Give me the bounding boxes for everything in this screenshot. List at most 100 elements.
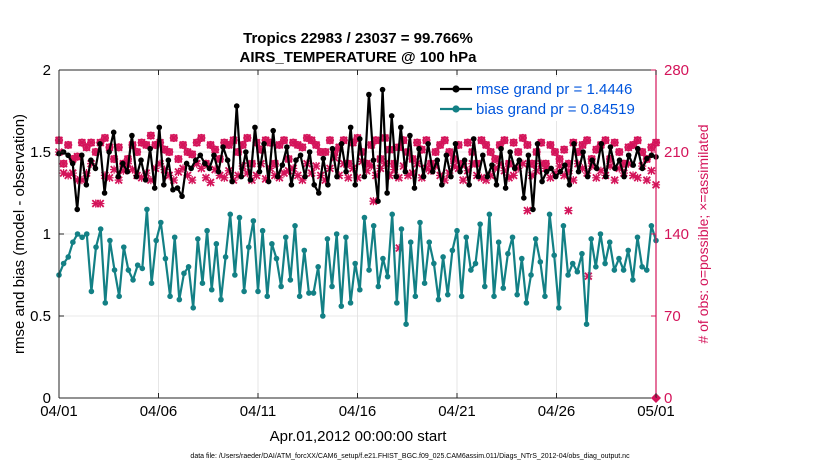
bias-point (144, 206, 150, 213)
rmse-point (425, 141, 431, 147)
x-tick-label: 05/01 (637, 403, 675, 420)
bias-point (523, 300, 530, 306)
bias-point (116, 293, 122, 300)
rmse-point (293, 157, 299, 163)
bias-point (588, 236, 595, 242)
bias-point (236, 214, 243, 221)
bias-point (306, 290, 312, 296)
rmse-point (343, 168, 349, 175)
series-layer (54, 86, 661, 403)
rmse-point (530, 206, 536, 213)
bias-point (472, 260, 479, 267)
rmse-point (329, 145, 336, 152)
bias-point (500, 285, 507, 291)
rmse-point (502, 185, 509, 191)
bias-point (421, 280, 428, 287)
obs-possible-cross (509, 138, 518, 147)
bias-point (556, 305, 562, 311)
bias-point (171, 234, 178, 241)
obs-assimilated-outlier-point (564, 206, 573, 215)
bias-point (296, 293, 303, 300)
y-tick-label-left: 1 (43, 226, 51, 243)
bias-point (583, 321, 590, 328)
bias-point (93, 244, 99, 250)
rmse-point (256, 168, 263, 175)
bias-point (97, 226, 104, 232)
rmse-point (552, 173, 559, 180)
bias-point (407, 239, 414, 245)
legend-bias-marker (452, 105, 460, 113)
rmse-point (507, 149, 513, 155)
rmse-point (625, 152, 632, 159)
rmse-point (603, 173, 609, 180)
rmse-point (443, 152, 450, 159)
rmse-point (411, 185, 418, 191)
rmse-point (397, 124, 404, 131)
bias-point (319, 313, 326, 319)
bias-point (162, 255, 169, 262)
rmse-point (147, 145, 153, 152)
rmse-point (306, 149, 313, 155)
x-tick-label: 04/06 (140, 403, 178, 420)
rmse-point (325, 182, 331, 188)
obs-assimilated-point (610, 176, 619, 185)
bias-point (440, 254, 446, 260)
bias-point (505, 250, 511, 257)
bias-series (56, 206, 659, 328)
x-tick-label: 04/26 (538, 403, 576, 420)
rmse-point (566, 182, 573, 188)
rmse-point (165, 157, 172, 163)
y-tick-label-right: 280 (664, 62, 689, 79)
rmse-point (384, 190, 390, 196)
rmse-point (534, 141, 541, 147)
rmse-point (575, 168, 582, 175)
bias-point (195, 236, 201, 242)
bias-point (352, 260, 358, 267)
x-tick-label: 04/01 (40, 403, 78, 420)
rmse-point (439, 182, 445, 188)
bias-point (107, 237, 113, 244)
rmse-point (480, 152, 486, 159)
rmse-point (161, 182, 167, 188)
rmse-point (261, 141, 267, 147)
bias-point (176, 296, 183, 303)
obs-assimilated-point (647, 166, 656, 175)
obs-possible-cross (100, 133, 110, 143)
bias-point (329, 283, 335, 290)
y-tick-label-right: 70 (664, 308, 681, 325)
bias-point (366, 267, 372, 273)
obs-possible-cross (197, 133, 206, 143)
obs-possible-cross (59, 159, 68, 168)
obs-possible-cross (279, 136, 289, 145)
rmse-point (206, 165, 213, 172)
bias-point (148, 280, 155, 287)
rmse-point (233, 103, 240, 109)
rmse-point (470, 136, 477, 142)
obs-possible-cross (514, 147, 523, 157)
bias-point (190, 305, 197, 311)
bias-line (57, 208, 658, 326)
bias-point (125, 267, 132, 273)
rmse-point (311, 182, 318, 188)
rmse-point (420, 173, 427, 180)
y-axis-label-left: rmse and bias (model - observation) (11, 114, 28, 354)
obs-possible-cross (546, 140, 555, 150)
rmse-point (101, 190, 108, 196)
obs-possible-cross (523, 140, 532, 150)
bias-point (232, 272, 238, 278)
rmse-point (543, 168, 550, 175)
bias-point (292, 223, 298, 229)
bias-point (181, 270, 187, 277)
bias-point (611, 267, 618, 273)
bias-point (565, 272, 571, 278)
bias-point (412, 293, 419, 300)
obs-possible-cross (440, 136, 449, 145)
rmse-point (252, 124, 258, 131)
obs-possible-cross (431, 147, 440, 157)
obs-possible-cross (211, 145, 220, 154)
bias-point (537, 259, 544, 265)
rmse-point (352, 182, 359, 188)
bias-point (593, 264, 599, 270)
legend-box (434, 77, 654, 121)
rmse-point (265, 178, 272, 185)
